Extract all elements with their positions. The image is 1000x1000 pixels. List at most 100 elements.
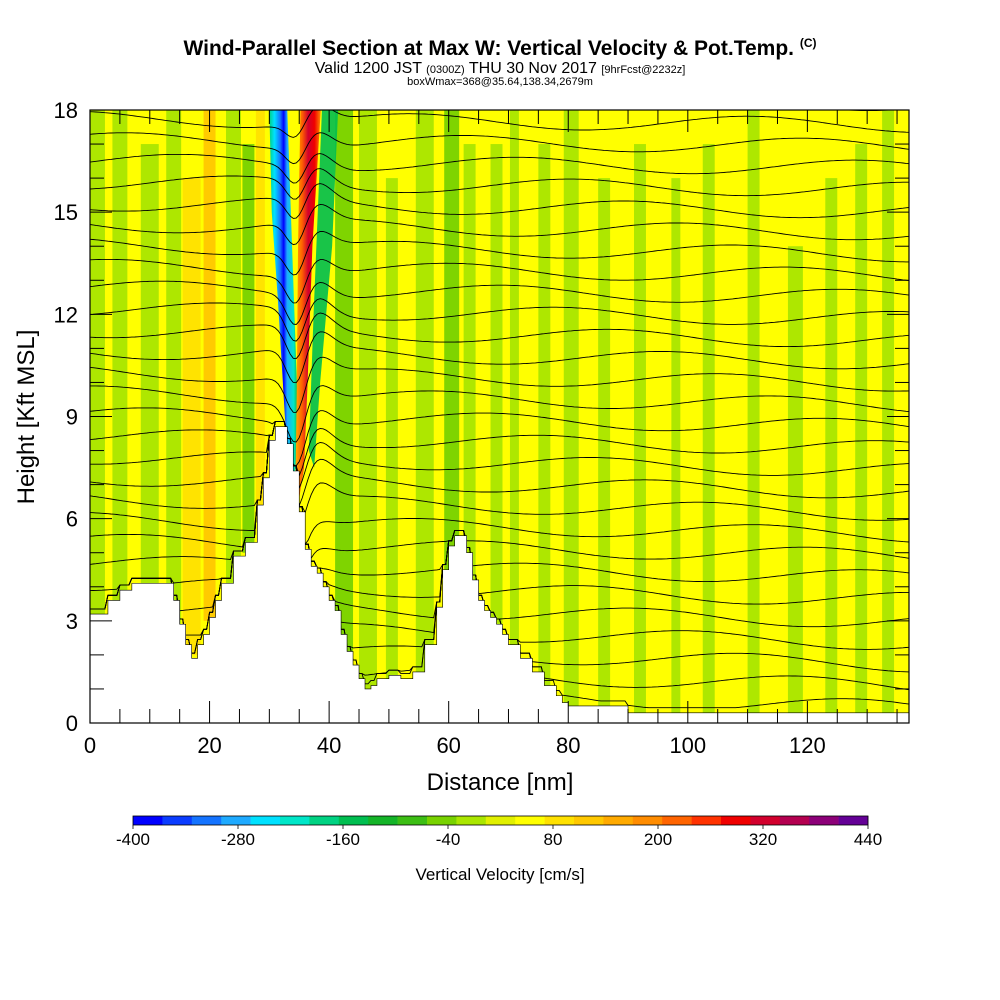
colorbar-swatch (427, 816, 457, 825)
colorbar-swatch (280, 816, 310, 825)
x-tick-label: 40 (317, 733, 341, 758)
valid-prefix: Valid 1200 JST (314, 60, 422, 77)
plot-area (90, 55, 909, 723)
velocity-band (182, 178, 201, 655)
colorbar-tick-label: -160 (326, 830, 360, 849)
x-tick-label: 100 (669, 733, 706, 758)
theta-contour (90, 258, 909, 304)
colorbar-swatch (662, 816, 692, 825)
velocity-band (226, 110, 241, 587)
y-tick-label: 3 (66, 609, 78, 634)
x-tick-label: 0 (84, 733, 96, 758)
velocity-band (825, 178, 838, 713)
theta-contour (90, 356, 909, 413)
theta-contour (90, 421, 909, 478)
theta-contour (90, 407, 909, 467)
theta-contour (90, 280, 909, 325)
velocity-band (415, 110, 434, 689)
colorbar-tick-label: -400 (116, 830, 150, 849)
valid-utc: (0300Z) (426, 64, 465, 76)
colorbar-swatch (368, 816, 398, 825)
theta-contour (90, 331, 909, 384)
velocity-band (563, 110, 579, 713)
colorbar-tick-label: 200 (644, 830, 672, 849)
velocity-band (203, 110, 216, 621)
velocity-band (335, 110, 354, 689)
x-tick-label: 120 (789, 733, 826, 758)
colorbar-swatch (397, 816, 428, 825)
velocity-band (166, 110, 182, 655)
colorbar-tick-label: 80 (544, 830, 563, 849)
y-tick-label: 6 (66, 507, 78, 532)
velocity-band (242, 144, 255, 553)
theta-contour (90, 55, 909, 89)
colorbar-swatch (632, 816, 663, 825)
colorbar-title: Vertical Velocity [cm/s] (415, 865, 584, 884)
colorbar-swatch (603, 816, 634, 825)
velocity-band (538, 144, 551, 689)
velocity-band (255, 110, 265, 519)
velocity-band (787, 246, 803, 713)
theta-contour (90, 312, 909, 360)
theta-contour (90, 421, 909, 506)
colorbar-swatch (456, 816, 487, 825)
theta-contour (90, 230, 909, 276)
velocity-band (855, 144, 868, 713)
theta-contour (90, 421, 909, 521)
colorbar-swatch (485, 816, 516, 825)
x-tick-label: 20 (197, 733, 221, 758)
theta-contour (839, 110, 897, 111)
theta-contour (90, 110, 909, 138)
colorbar-swatch (162, 816, 193, 825)
colorbar-swatch (133, 816, 163, 825)
colorbar-frame (132, 815, 869, 826)
copyright-tag: (C) (799, 36, 817, 50)
theta-contour (90, 132, 909, 165)
x-axis-title: Distance [nm] (427, 769, 574, 796)
valid-time-line: Valid 1200 JST (0300Z) THU 30 Nov 2017 [… (0, 60, 1000, 78)
velocity-band (882, 110, 895, 713)
colorbar: -400 -280 -160 -40 80 200 320 440 (116, 815, 882, 849)
velocity-band (490, 144, 503, 655)
theta-contour (90, 385, 909, 443)
colorbar-tick-label: -40 (436, 830, 461, 849)
velocity-band (90, 110, 105, 717)
x-tick-label: 80 (556, 733, 580, 758)
y-axis-title: Height [Kft MSL] (13, 330, 40, 505)
theta-contour (90, 421, 909, 605)
box-info: boxWmax=368@35.64,138.34,2679m (407, 76, 593, 88)
y-tick-label: 0 (66, 711, 78, 736)
theta-contour (90, 421, 909, 546)
velocity-band (509, 110, 519, 655)
velocity-band (444, 110, 460, 587)
theta-contour (90, 421, 909, 490)
velocity-band (463, 144, 476, 621)
velocity-band (634, 144, 646, 713)
theta-contour (90, 298, 909, 342)
downdraft-core (269, 110, 299, 492)
valid-date: THU 30 Nov 2017 (468, 60, 597, 77)
title-text: Wind-Parallel Section at Max W: Vertical… (183, 37, 794, 60)
y-tick-label: 15 (54, 200, 78, 225)
theta-contour (90, 153, 909, 184)
forecast-info: [9hrFcst@2232z] (601, 64, 686, 76)
chart-title: Wind-Parallel Section at Max W: Vertical… (0, 36, 1000, 61)
velocity-band (598, 178, 611, 713)
theta-contour (90, 168, 909, 200)
colorbar-swatch (574, 816, 604, 825)
theta-contour (90, 421, 909, 583)
colorbar-swatch (191, 816, 222, 825)
downstream-downdraft (308, 110, 339, 468)
colorbar-swatch (515, 816, 545, 825)
velocity-band (747, 110, 760, 713)
colorbar-swatch (309, 816, 340, 825)
velocity-band (385, 178, 398, 689)
colorbar-tick-label: -280 (221, 830, 255, 849)
colorbar-swatch (838, 816, 869, 825)
x-tick-label: 60 (436, 733, 460, 758)
theta-contour (90, 183, 909, 219)
y-tick-label: 9 (66, 405, 78, 430)
colorbar-swatch (338, 816, 369, 825)
theta-contours (90, 55, 909, 709)
y-tick-label: 12 (54, 302, 78, 327)
